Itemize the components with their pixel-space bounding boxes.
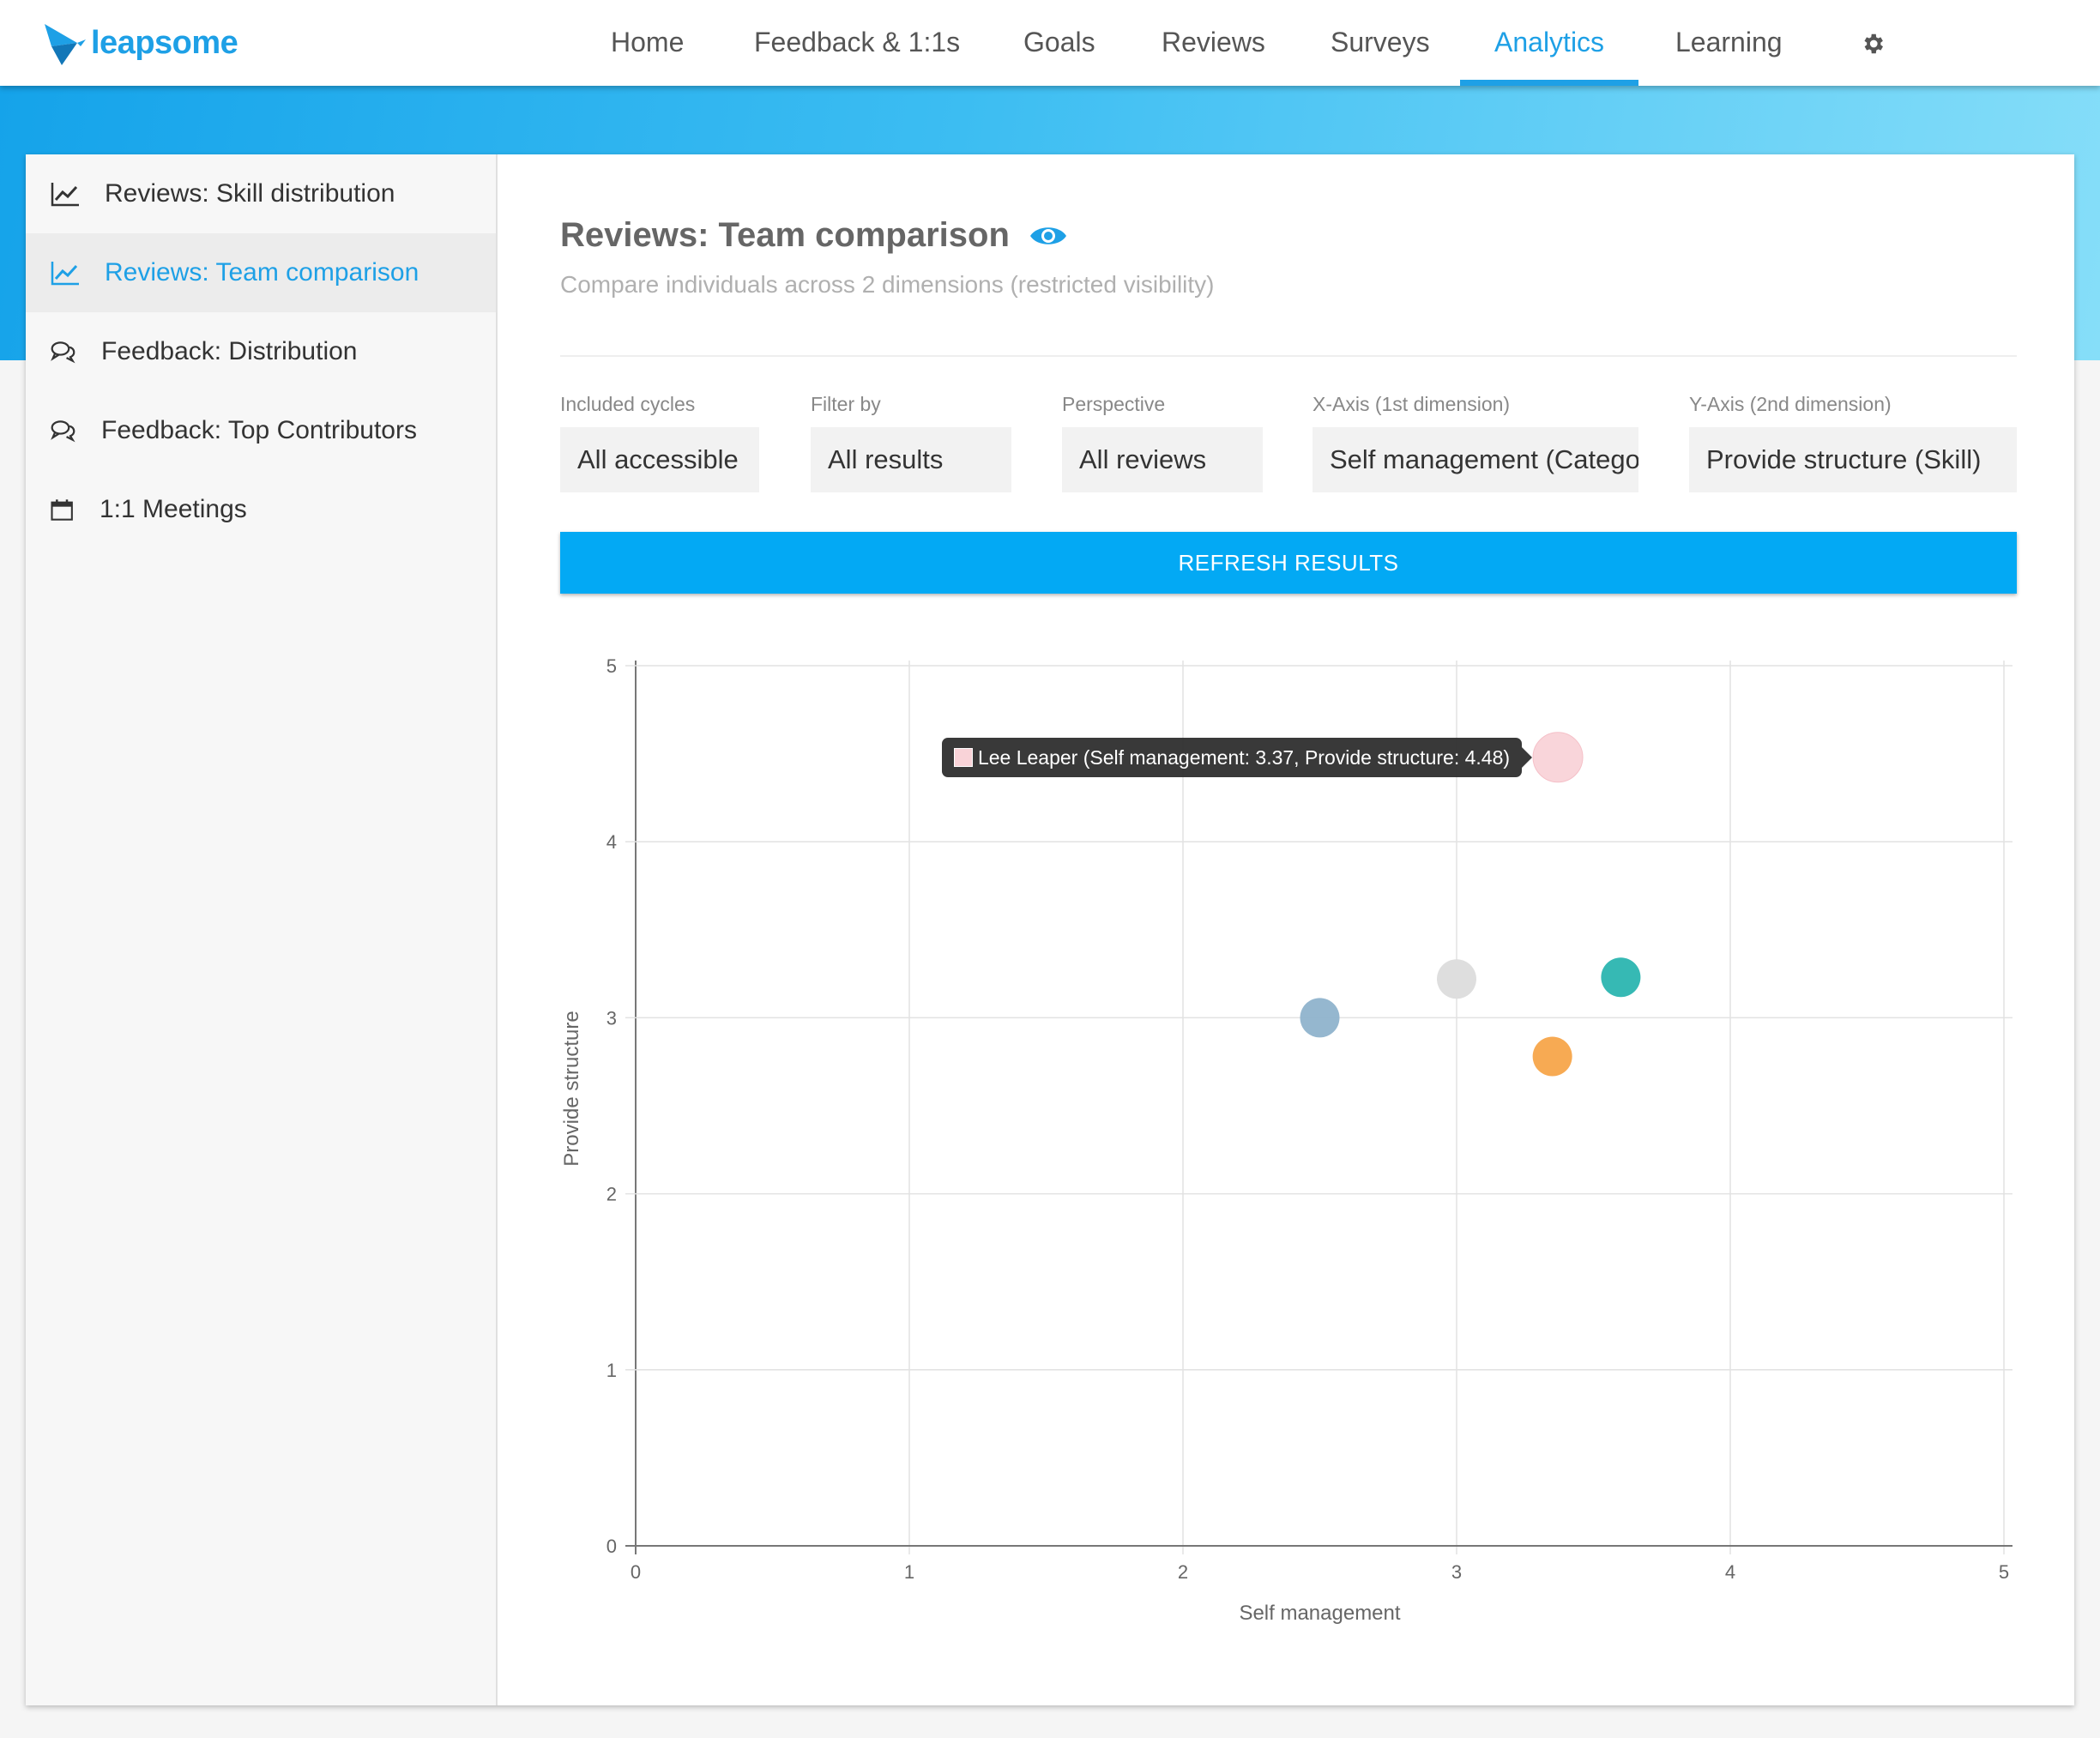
y-tick-label: 4 — [606, 831, 617, 853]
y-tick-label: 5 — [606, 655, 617, 677]
filter-label: X-Axis (1st dimension) — [1312, 393, 1511, 415]
y-axis-select[interactable]: Provide structure (Skill) — [1689, 427, 2017, 492]
nav-home[interactable]: Home — [611, 27, 685, 57]
bird-logo-icon — [45, 24, 86, 65]
nav-analytics[interactable]: Analytics — [1460, 0, 1639, 86]
filter-included-cycles: Included cycles All accessible — [560, 393, 759, 492]
x-tick-label: 4 — [1725, 1561, 1735, 1583]
page-title: Reviews: Team comparison — [560, 216, 1010, 254]
x-tick-label: 0 — [631, 1561, 641, 1583]
data-point — [1532, 1036, 1572, 1077]
sidebar-item-meetings[interactable]: 1:1 Meetings — [26, 470, 496, 549]
y-tick-label: 2 — [606, 1184, 617, 1205]
line-chart-icon — [51, 183, 79, 207]
x-tick-label: 2 — [1178, 1561, 1188, 1583]
gear-icon[interactable] — [1860, 31, 1886, 57]
filter-label: Filter by — [811, 393, 881, 415]
nav-goals[interactable]: Goals — [1023, 27, 1095, 57]
refresh-results-button[interactable]: REFRESH RESULTS — [560, 532, 2017, 594]
chart-tooltip: Lee Leaper (Self management: 3.37, Provi… — [941, 737, 1533, 777]
filter-filter-by: Filter by All results — [811, 393, 1011, 492]
sidebar-item-label: Feedback: Top Contributors — [101, 416, 417, 444]
filter-y-axis: Y-Axis (2nd dimension) Provide structure… — [1689, 393, 2017, 492]
nav-feedback[interactable]: Feedback & 1:1s — [754, 27, 961, 57]
tooltip-swatch — [953, 747, 973, 767]
chat-bubbles-icon — [51, 341, 75, 364]
sidebar-item-label: Reviews: Team comparison — [105, 258, 419, 287]
x-tick-label: 1 — [904, 1561, 914, 1583]
leapsome-logo[interactable]: leapsome — [43, 17, 238, 69]
data-point — [1300, 998, 1340, 1038]
page-subtitle: Compare individuals across 2 dimensions … — [560, 271, 1215, 298]
chat-bubbles-icon — [51, 420, 75, 443]
sidebar-item-label: Feedback: Distribution — [101, 337, 358, 365]
y-tick-label: 3 — [606, 1007, 617, 1029]
data-point — [1437, 959, 1476, 999]
nav-surveys[interactable]: Surveys — [1331, 27, 1430, 57]
filter-perspective: Perspective All reviews — [1062, 393, 1263, 492]
x-axis-label: Self management — [1239, 1602, 1400, 1625]
calendar-icon — [51, 499, 73, 521]
data-point — [1601, 957, 1641, 998]
top-navigation: leapsome Home Feedback & 1:1s Goals Revi… — [0, 0, 2100, 86]
nav-reviews[interactable]: Reviews — [1162, 27, 1265, 57]
filter-label: Included cycles — [560, 393, 696, 415]
x-axis-select[interactable]: Self management (Category) — [1312, 427, 1638, 492]
y-tick-label: 0 — [606, 1536, 617, 1557]
sidebar-item-label: 1:1 Meetings — [100, 495, 247, 523]
nav-learning[interactable]: Learning — [1675, 27, 1783, 57]
sidebar-item-top-contributors[interactable]: Feedback: Top Contributors — [26, 391, 496, 470]
included-cycles-select[interactable]: All accessible — [560, 427, 759, 492]
filter-by-select[interactable]: All results — [811, 427, 1011, 492]
filter-label: Y-Axis (2nd dimension) — [1689, 393, 1892, 415]
scatter-chart: 0 1 2 3 4 5 0 1 2 3 4 5 Self management Provide struc… — [560, 655, 2012, 1625]
line-chart-icon — [51, 262, 79, 286]
sidebar: Reviews: Skill distribution Reviews: Tea… — [26, 154, 498, 1705]
sidebar-item-feedback-distribution[interactable]: Feedback: Distribution — [26, 312, 496, 391]
y-tick-label: 1 — [606, 1360, 617, 1381]
content-panel: Reviews: Team comparison Compare individ… — [498, 154, 2074, 1705]
tooltip-text: Lee Leaper (Self management: 3.37, Provi… — [977, 745, 1511, 769]
data-point-lee-leaper — [1532, 732, 1584, 783]
title-row: Reviews: Team comparison — [560, 216, 1068, 255]
y-axis-label: Provide structure — [560, 1011, 583, 1166]
filter-x-axis: X-Axis (1st dimension) Self management (… — [1312, 393, 1638, 492]
x-tick-label: 5 — [1999, 1561, 2009, 1583]
sidebar-item-skill-distribution[interactable]: Reviews: Skill distribution — [26, 154, 496, 233]
x-tick-label: 3 — [1451, 1561, 1462, 1583]
eye-icon[interactable] — [1029, 223, 1068, 249]
divider — [560, 355, 2017, 357]
brand-name: leapsome — [91, 24, 238, 61]
sidebar-item-team-comparison[interactable]: Reviews: Team comparison — [26, 233, 496, 312]
analytics-card: Reviews: Skill distribution Reviews: Tea… — [26, 154, 2074, 1705]
sidebar-item-label: Reviews: Skill distribution — [105, 179, 395, 208]
perspective-select[interactable]: All reviews — [1062, 427, 1263, 492]
filter-label: Perspective — [1062, 393, 1166, 415]
